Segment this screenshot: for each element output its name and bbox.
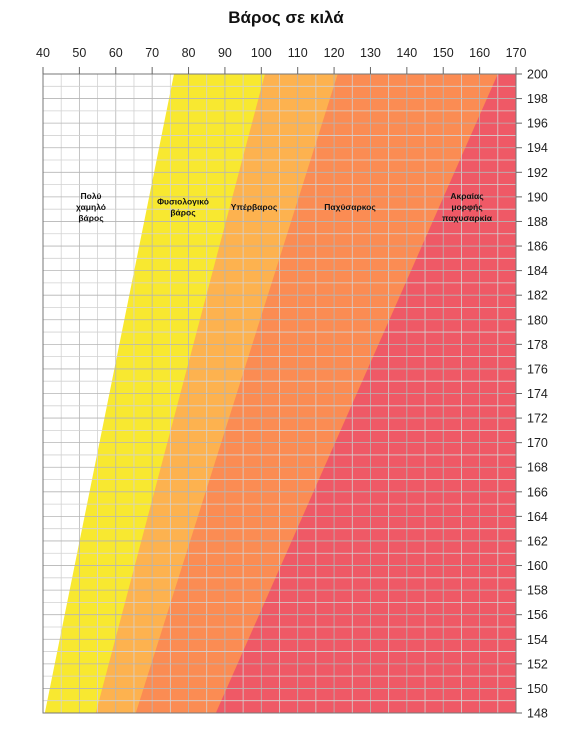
x-tick-label: 110 (288, 46, 308, 60)
zone-label-4: παχυσαρκία (442, 213, 493, 223)
zone-label-4: Ακραίας (450, 191, 484, 201)
y-tick-label: 148 (527, 707, 548, 721)
y-tick-label: 180 (527, 313, 548, 327)
y-tick-label: 182 (527, 289, 548, 303)
y-tick-label: 162 (527, 534, 548, 548)
zone-label-0: βάρος (78, 213, 104, 223)
y-tick-label: 188 (527, 215, 548, 229)
y-tick-label: 154 (527, 633, 548, 647)
x-tick-label: 70 (145, 46, 159, 60)
y-tick-label: 174 (527, 387, 548, 401)
y-tick-label: 178 (527, 338, 548, 352)
y-tick-label: 190 (527, 190, 548, 204)
y-tick-label: 192 (527, 166, 548, 180)
y-tick-label: 184 (527, 264, 548, 278)
zone-labels: ΠολύχαμηλόβάροςΦυσιολογικόβάροςΥπέρβαρος… (76, 191, 493, 223)
zone-label-0: χαμηλό (76, 202, 106, 212)
y-tick-label: 186 (527, 240, 548, 254)
y-tick-label: 158 (527, 584, 548, 598)
x-tick-label: 130 (360, 46, 381, 60)
x-tick-label: 150 (433, 46, 454, 60)
zone-label-0: Πολύ (81, 191, 102, 201)
y-tick-label: 172 (527, 412, 548, 426)
zone-label-1: βάρος (170, 208, 196, 218)
y-tick-label: 200 (527, 68, 548, 82)
y-tick-label: 160 (527, 559, 548, 573)
x-tick-label: 160 (469, 46, 490, 60)
y-tick-label: 194 (527, 141, 548, 155)
x-tick-label: 140 (396, 46, 417, 60)
y-tick-label: 168 (527, 461, 548, 475)
x-tick-label: 90 (218, 46, 232, 60)
x-axis-ticks: 40 50 60 70 80 90 100 110 120 130 140 150 160 170 (36, 46, 526, 74)
y-tick-label: 164 (527, 510, 548, 524)
x-tick-label: 120 (324, 46, 345, 60)
y-tick-label: 176 (527, 362, 548, 376)
grid-lines (42, 73, 517, 714)
x-tick-label: 60 (109, 46, 123, 60)
zone-label-1: Φυσιολογικό (157, 197, 209, 207)
x-tick-label: 80 (182, 46, 196, 60)
chart-title: Βάρος σε κιλά (228, 8, 344, 27)
zone-label-3: Παχύσαρκος (324, 202, 376, 212)
y-tick-label: 170 (527, 436, 548, 450)
y-tick-label: 156 (527, 608, 548, 622)
y-axis-ticks: 148 150 152 154 156 158 160 162 164 166 168 170 172 1… (516, 68, 548, 721)
y-tick-label: 196 (527, 117, 548, 131)
y-tick-label: 198 (527, 92, 548, 106)
zone-label-2: Υπέρβαρος (231, 202, 278, 212)
y-tick-label: 152 (527, 657, 548, 671)
y-tick-label: 166 (527, 485, 548, 499)
x-tick-label: 50 (72, 46, 86, 60)
x-tick-label: 40 (36, 46, 50, 60)
y-tick-label: 150 (527, 682, 548, 696)
zone-label-4: μορφής (451, 202, 483, 212)
x-tick-label: 100 (251, 46, 272, 60)
x-tick-label: 170 (506, 46, 527, 60)
